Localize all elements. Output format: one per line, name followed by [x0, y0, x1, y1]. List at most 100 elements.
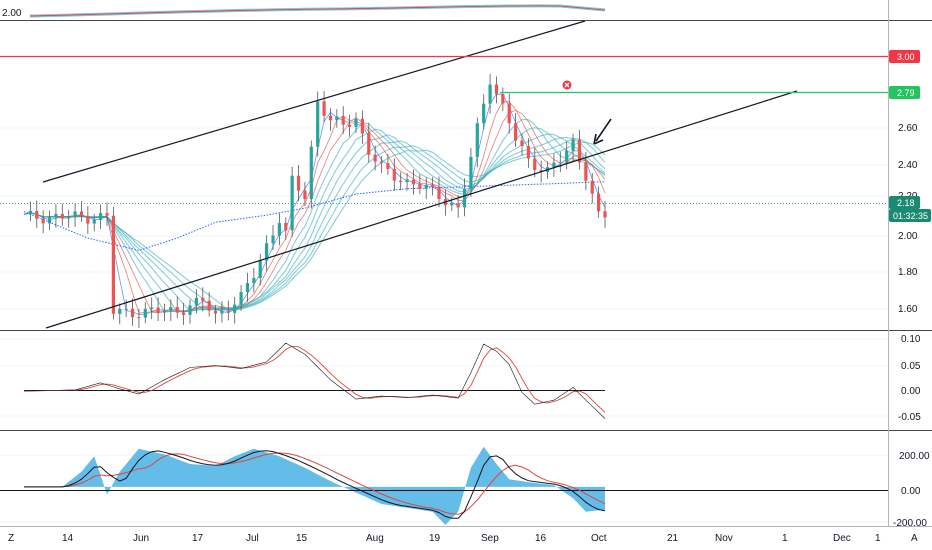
channel-upper-line[interactable] — [42, 20, 586, 183]
target-badge[interactable]: 2.79 — [889, 86, 920, 99]
candle — [577, 129, 582, 170]
time-tick: Aug — [366, 533, 384, 544]
price-tick: 2.60 — [898, 123, 918, 134]
price-tick: 2.00 — [898, 231, 918, 242]
candle — [258, 253, 262, 286]
candle — [475, 117, 479, 168]
candle — [392, 158, 396, 191]
time-axis-corner-left: Z — [8, 533, 14, 544]
candle — [328, 108, 333, 131]
candle — [130, 298, 135, 326]
candle — [188, 299, 192, 324]
time-tick: 17 — [192, 533, 204, 544]
candle — [226, 300, 230, 321]
candle — [399, 172, 403, 191]
top-strip: 2.00 — [2, 4, 606, 19]
time-tick: Oct — [591, 533, 607, 544]
candle — [150, 297, 154, 320]
candle — [603, 201, 607, 228]
candle — [437, 176, 441, 208]
arrow-down-left-icon[interactable] — [593, 118, 612, 145]
candle — [552, 153, 556, 177]
candle — [597, 186, 601, 218]
target-badge-label: 2.79 — [897, 88, 915, 98]
candle — [309, 140, 313, 209]
candle — [520, 133, 524, 156]
candle — [194, 289, 198, 314]
candle — [201, 287, 205, 312]
candle — [526, 138, 530, 168]
candle — [143, 302, 147, 324]
candle — [220, 301, 224, 323]
candle — [514, 113, 518, 147]
candle — [354, 112, 358, 133]
time-axis[interactable]: Z 14 Jun 17 Jul 15 Aug 19 Sep 16 Oct 21 … — [8, 533, 918, 544]
candle — [431, 177, 435, 196]
oscillator-2-line — [24, 450, 606, 519]
candle — [239, 284, 243, 312]
sma-line — [23, 181, 606, 251]
candle — [73, 203, 77, 227]
candle — [341, 106, 345, 134]
oscillator-1-tick: 0.05 — [901, 361, 921, 372]
candle — [162, 303, 167, 321]
candle — [335, 109, 339, 128]
countdown-badge: 01:32:35 — [889, 209, 931, 222]
price-tick: 1.60 — [898, 304, 918, 315]
candle — [207, 292, 211, 317]
candle — [501, 87, 505, 112]
candle — [590, 173, 594, 204]
candle — [296, 165, 301, 202]
candle — [322, 90, 326, 123]
top-strip-tick: 2.00 — [2, 8, 22, 19]
candle — [507, 93, 511, 134]
price-pane[interactable] — [0, 20, 888, 329]
price-axis[interactable]: 2.60 2.40 2.20 2.00 1.80 1.60 3.00 2.79 … — [889, 50, 931, 315]
candle — [118, 303, 122, 325]
candle — [35, 200, 39, 229]
oscillator-1-pane[interactable] — [0, 338, 888, 419]
candle — [86, 206, 90, 235]
price-tick: 1.80 — [898, 267, 918, 278]
candle — [469, 147, 473, 197]
candle — [41, 210, 45, 234]
time-tick: Jun — [133, 533, 149, 544]
candle — [488, 74, 492, 114]
candle — [99, 204, 103, 229]
candle — [54, 204, 58, 228]
candle — [47, 210, 52, 231]
last-price-badge[interactable]: 2.18 — [889, 196, 920, 209]
candle — [271, 225, 275, 251]
oscillator-2-tick: -200.00 — [893, 518, 927, 529]
candle — [386, 153, 390, 175]
candle — [482, 94, 486, 130]
time-axis-corner-right: A — [911, 533, 918, 544]
time-tick: Nov — [715, 533, 733, 544]
candle — [277, 213, 281, 246]
oscillator-2-pane[interactable] — [0, 446, 888, 525]
resistance-badge-label: 3.00 — [897, 52, 915, 62]
candle — [182, 303, 186, 326]
candle — [316, 91, 320, 157]
candle — [111, 206, 115, 320]
candle — [265, 235, 269, 272]
candle — [92, 213, 96, 232]
candle — [79, 201, 84, 223]
candle — [175, 296, 179, 319]
resistance-badge[interactable]: 3.00 — [889, 50, 920, 63]
time-tick: Dec — [833, 533, 851, 544]
channel-lower-line[interactable] — [45, 90, 798, 329]
oscillator-1-line — [23, 342, 606, 419]
candle — [405, 172, 409, 191]
oscillator-1-tick: -0.05 — [898, 412, 921, 423]
candle — [456, 194, 460, 218]
candle — [373, 145, 377, 171]
time-tick: 1 — [782, 533, 788, 544]
oscillator-1-grid — [0, 338, 888, 417]
candle — [284, 217, 288, 240]
close-icon[interactable] — [562, 80, 572, 90]
time-tick: 1 — [875, 533, 881, 544]
last-price-badge-label: 2.18 — [897, 198, 915, 208]
time-tick: 16 — [535, 533, 547, 544]
